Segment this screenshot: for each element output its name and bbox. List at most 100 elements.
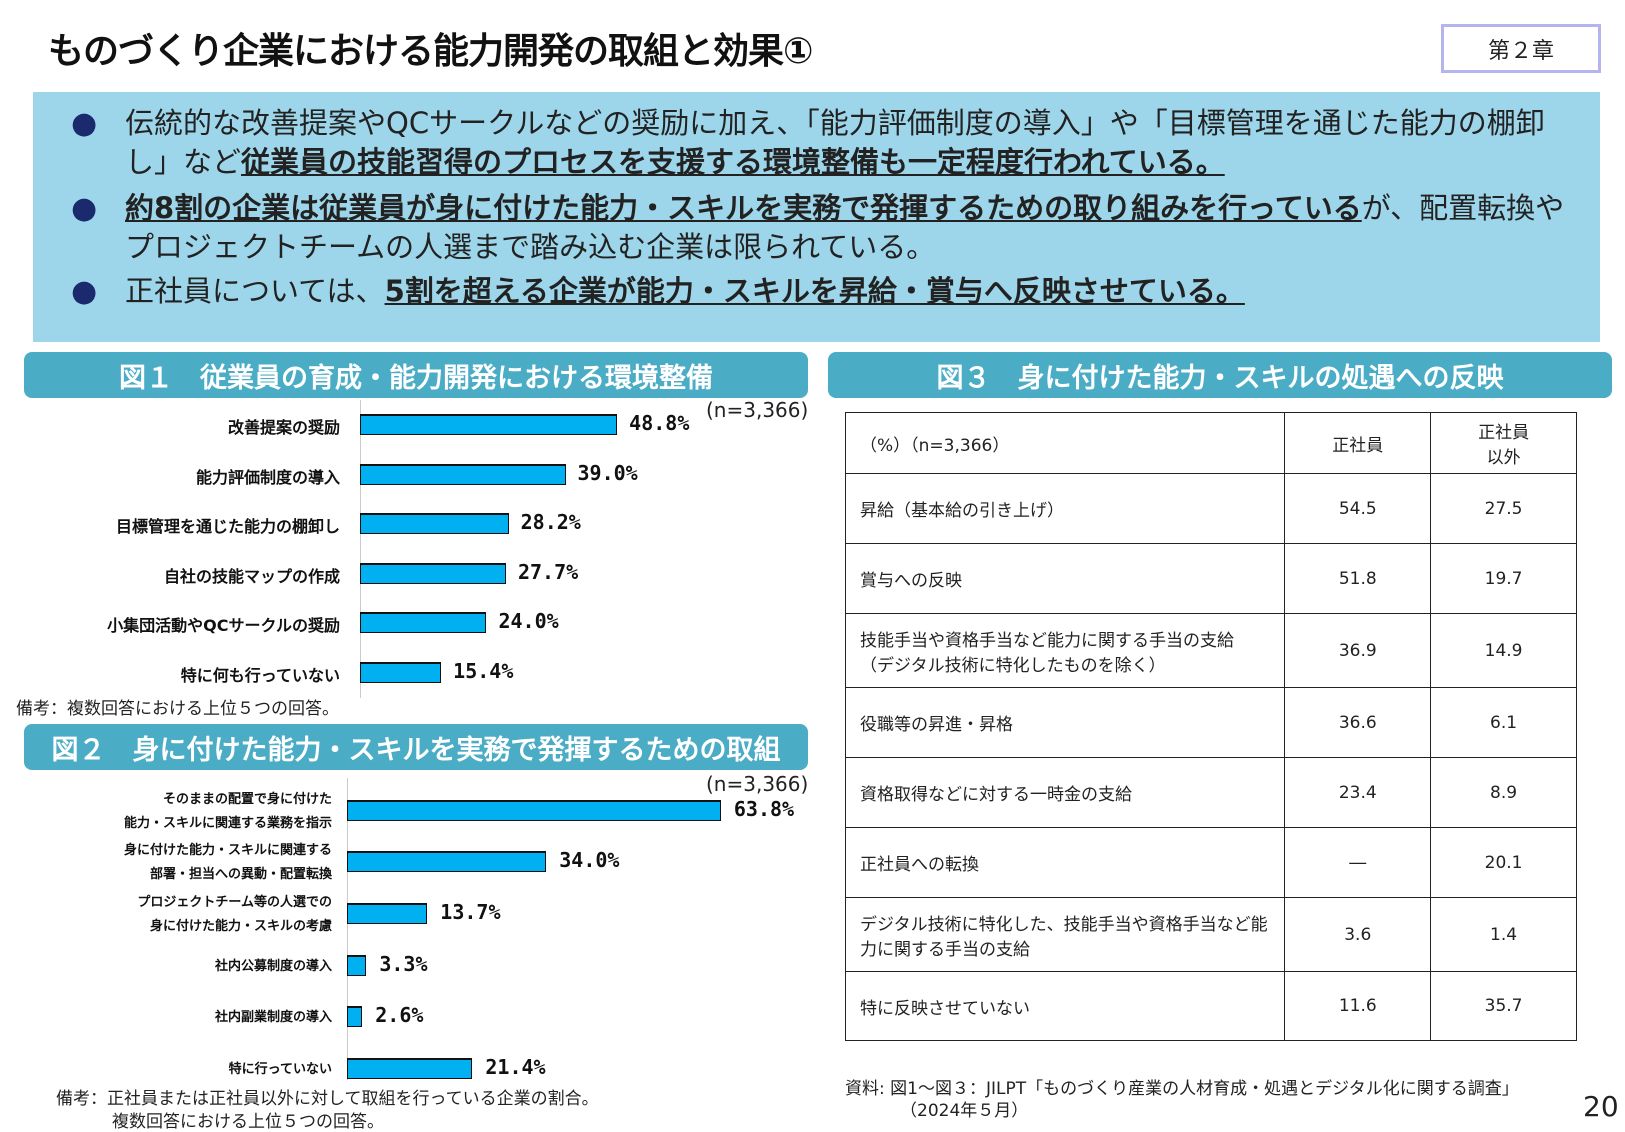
category-label: 目標管理を通じた能力の棚卸し (115, 517, 340, 536)
bullet-emphasis: 約8割の企業は従業員が身に付けた能力・スキルを実務で発揮するための取り組みを行っ… (125, 191, 1362, 225)
value-label: 21.4% (485, 1055, 546, 1079)
bullet-icon: ● (71, 106, 98, 141)
value-label: 15.4% (453, 659, 514, 683)
value-cell: 35.7 (1430, 971, 1577, 1041)
source-line-1: 資料: 図1～図３：JILPT「ものづくり産業の人材育成・処遇とデジタル化に関す… (845, 1079, 1519, 1099)
value-label: 27.7% (517, 560, 579, 584)
category-label: 身に付けた能力・スキルの考慮 (149, 919, 332, 934)
value-cell: 20.1 (1430, 827, 1577, 898)
row-label: 技能手当や資格手当など能力に関する手当の支給 （デジタル技術に特化したものを除く） (844, 613, 1286, 688)
category-label: 改善提案の奨励 (227, 418, 340, 437)
category-label: 特に行っていない (228, 1062, 332, 1077)
category-label: そのままの配置で身に付けた (162, 792, 332, 807)
value-cell: 19.7 (1430, 543, 1577, 614)
value-cell: 23.4 (1284, 757, 1432, 828)
chapter-badge: 第２章 (1441, 24, 1601, 73)
category-label: 能力評価制度の導入 (195, 468, 340, 487)
value-label: 13.7% (440, 900, 501, 924)
cell-text: 資格取得などに対する一時金の支給 (860, 785, 1132, 805)
row-label: デジタル技術に特化した、技能手当や資格手当など能 力に関する手当の支給 (844, 897, 1286, 972)
cell-text: （デジタル技術に特化したものを除く） (860, 655, 1166, 676)
fig1-header: 図１ 従業員の育成・能力開発における環境整備 (24, 352, 808, 398)
bar (360, 464, 566, 485)
bar (360, 612, 487, 633)
summary-box: ● 伝統的な改善提案やQCサークルなどの奨励に加え、「能力評価制度の導入」や「目標… (33, 92, 1600, 342)
cell-text: 20.1 (1484, 852, 1523, 873)
category-label: 自社の技能マップの作成 (163, 567, 340, 586)
cell-text: 正社員への転換 (860, 855, 979, 875)
cell-text: 36.9 (1338, 640, 1377, 661)
summary-bullet: 正社員については、5割を超える企業が能力・スキルを昇給・賞与へ反映させている。 (125, 272, 1585, 311)
table-row: 正社員への転換 ― 20.1 (844, 827, 1577, 898)
table-row: 技能手当や資格手当など能力に関する手当の支給 （デジタル技術に特化したものを除く）… (844, 613, 1577, 688)
bar (360, 563, 506, 584)
category-label: 社内副業制度の導入 (214, 1010, 332, 1025)
bar (347, 1006, 363, 1027)
row-label: 昇給（基本給の引き上げ） (844, 473, 1286, 544)
value-cell: 14.9 (1430, 613, 1577, 688)
value-cell: 8.9 (1430, 757, 1577, 828)
header-cell: 正社員 (1284, 412, 1432, 474)
category-label: 能力・スキルに関連する業務を指示 (123, 816, 332, 831)
category-label: 身に付けた能力・スキルに関連する (123, 843, 332, 858)
bar (347, 903, 428, 924)
header-text: 正社員 (1332, 435, 1384, 456)
bar (360, 414, 618, 435)
cell-text: 14.9 (1484, 640, 1523, 661)
cell-text: 賞与への反映 (860, 571, 962, 591)
fig3-table: （%）（n=3,366） 正社員 正社員 以外 昇給（基本給の引き上げ） 54.5 27.5… (844, 412, 1577, 1041)
table-header-row: （%）（n=3,366） 正社員 正社員 以外 (844, 412, 1577, 474)
value-cell: 51.8 (1284, 543, 1432, 614)
bullet-text: 伝統的な改善提案やQCサークルなどの奨励に加え、「能力評価制度の導入」や「目標管… (125, 106, 1545, 179)
value-label: 34.0% (559, 848, 620, 872)
table-row: 特に反映させていない 11.6 35.7 (844, 971, 1577, 1041)
summary-bullet: 約8割の企業は従業員が身に付けた能力・スキルを実務で発揮するための取り組みを行っ… (125, 189, 1585, 267)
table-row: 資格取得などに対する一時金の支給 23.4 8.9 (844, 757, 1577, 828)
value-label: 2.6% (375, 1003, 424, 1027)
bullet-icon: ● (71, 274, 98, 309)
header-text: （%）（n=3,366） (860, 435, 1010, 456)
cell-text: 役職等の昇進・昇格 (860, 715, 1013, 735)
row-label: 正社員への転換 (844, 827, 1286, 898)
header-text: 正社員 (1478, 423, 1530, 443)
fig1-note: 備考：複数回答における上位５つの回答。 (16, 699, 339, 719)
category-label: 社内公募制度の導入 (214, 959, 332, 974)
category-label: プロジェクトチーム等の人選での (137, 895, 332, 910)
value-cell: 11.6 (1284, 971, 1432, 1041)
cell-text: 27.5 (1484, 498, 1523, 519)
cell-text: ― (1349, 852, 1367, 873)
table-row: 昇給（基本給の引き上げ） 54.5 27.5 (844, 473, 1577, 544)
page-number: 20 (1583, 1090, 1619, 1123)
row-label: 資格取得などに対する一時金の支給 (844, 757, 1286, 828)
cell-text: 力に関する手当の支給 (860, 939, 1030, 960)
bar (360, 662, 442, 683)
value-label: 63.8% (733, 797, 795, 821)
table-row: デジタル技術に特化した、技能手当や資格手当など能 力に関する手当の支給 3.6 1.4 (844, 897, 1577, 972)
bar (347, 800, 721, 821)
table-row: 役職等の昇進・昇格 36.6 6.1 (844, 687, 1577, 758)
value-cell: 3.6 (1284, 897, 1432, 972)
value-label: 48.8% (629, 411, 690, 435)
bullet-text: 正社員については、 (125, 274, 385, 308)
bullet-icon: ● (71, 191, 98, 226)
cell-text: 昇給（基本給の引き上げ） (860, 501, 1064, 521)
value-label: 39.0% (577, 461, 638, 485)
sample-size: (n=3,366) (706, 772, 809, 796)
header-cell: （%）（n=3,366） (844, 412, 1286, 474)
value-cell: 27.5 (1430, 473, 1577, 544)
fig2-note-2: 複数回答における上位５つの回答。 (112, 1112, 384, 1132)
value-cell: ― (1284, 827, 1432, 898)
bullet-text: が、配置転換やプロジェクトチームの人選まで踏み込む企業は限られている。 (125, 191, 1565, 264)
bullet-emphasis: 従業員の技能習得のプロセスを支援する環境整備も一定程度行われている。 (241, 145, 1225, 179)
source-line-2: （2024年５月） (900, 1101, 1029, 1121)
value-cell: 36.9 (1284, 613, 1432, 688)
cell-text: 特に反映させていない (860, 998, 1030, 1019)
cell-text: 3.6 (1344, 924, 1372, 945)
row-label: 特に反映させていない (844, 971, 1286, 1041)
cell-text: 6.1 (1490, 712, 1518, 733)
page-title: ものづくり企業における能力開発の取組と効果① (48, 31, 813, 72)
axis-line (347, 778, 348, 1080)
cell-text: 35.7 (1484, 996, 1523, 1016)
cell-text: 51.8 (1338, 568, 1377, 589)
value-cell: 54.5 (1284, 473, 1432, 544)
